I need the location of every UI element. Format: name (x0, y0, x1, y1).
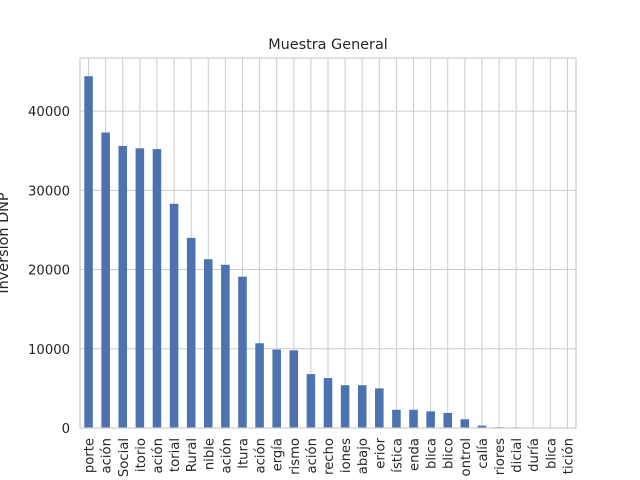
x-tick-label: ltura (236, 438, 251, 469)
bar-12 (289, 350, 299, 428)
bar-7 (204, 259, 213, 428)
bar-16 (357, 385, 367, 428)
chart-title: Muestra General (268, 37, 388, 53)
bar-9 (238, 276, 247, 428)
bar-17 (375, 388, 384, 428)
x-tick-label: abajo (356, 438, 371, 474)
x-tick-label: rismo (288, 438, 303, 475)
x-tick-label: blica (425, 438, 440, 469)
x-tick-label: ergía (270, 438, 286, 471)
x-tick-label: recho (322, 438, 337, 475)
bar-3 (135, 148, 145, 428)
x-tick-label: dicial (510, 438, 525, 473)
y-tick-label: 10000 (28, 343, 70, 358)
x-tick-label: porte (83, 438, 98, 473)
x-tick-label: nible (202, 438, 217, 470)
y-tick-label: 30000 (28, 184, 70, 199)
x-tick-label: riores (493, 438, 508, 475)
x-tick-label: blico (442, 438, 457, 469)
bar-22 (460, 419, 470, 428)
bar-8 (221, 264, 230, 428)
bar-21 (443, 412, 452, 428)
bar-10 (255, 343, 264, 428)
bar-13 (306, 374, 316, 428)
bar-14 (323, 378, 333, 428)
y-tick-label: 40000 (28, 105, 70, 120)
bar-0 (84, 76, 93, 429)
y-tick-label: 20000 (28, 264, 70, 279)
x-tick-label: ación (253, 438, 269, 473)
bar-11 (272, 349, 281, 428)
bar-4 (152, 149, 162, 428)
y-axis-label: Inversion DNP (0, 192, 12, 293)
plot-frame (79, 57, 577, 429)
x-tick-label: ación (99, 438, 115, 473)
bar-18 (392, 409, 401, 428)
bar-19 (409, 409, 418, 428)
x-tick-labels: porte ación Social itorio ación torial Rural ni… (83, 437, 577, 477)
bar-2 (118, 145, 128, 428)
x-tick-label: ontrol (459, 438, 474, 476)
y-tick-label: 0 (62, 422, 70, 437)
x-tick-label: torial (168, 438, 183, 472)
x-tick-label: ación (150, 438, 166, 473)
bar-20 (426, 411, 435, 428)
x-tick-label: enda (408, 438, 423, 471)
x-tick-label: ación (304, 438, 320, 473)
bar-15 (340, 385, 350, 428)
x-tick-label: duría (526, 438, 542, 472)
x-tick-label: calía (475, 438, 491, 469)
x-tick-label: erior (373, 437, 388, 468)
bar-6 (186, 237, 196, 428)
x-tick-label: Rural (185, 438, 200, 472)
x-tick-label: ación (218, 438, 234, 473)
x-tick-label: itorio (134, 438, 149, 472)
x-tick-label: Social (117, 438, 132, 477)
bar-5 (169, 203, 179, 428)
bars (84, 76, 572, 429)
x-tick-label: tición (560, 438, 576, 474)
bar-23 (477, 425, 487, 428)
bar-1 (101, 132, 110, 428)
y-tick-labels: 0 10000 20000 30000 40000 (28, 105, 70, 437)
x-tick-label: ística (389, 438, 405, 473)
x-tick-label: iones (339, 438, 354, 473)
x-tick-label: blica (544, 438, 559, 469)
